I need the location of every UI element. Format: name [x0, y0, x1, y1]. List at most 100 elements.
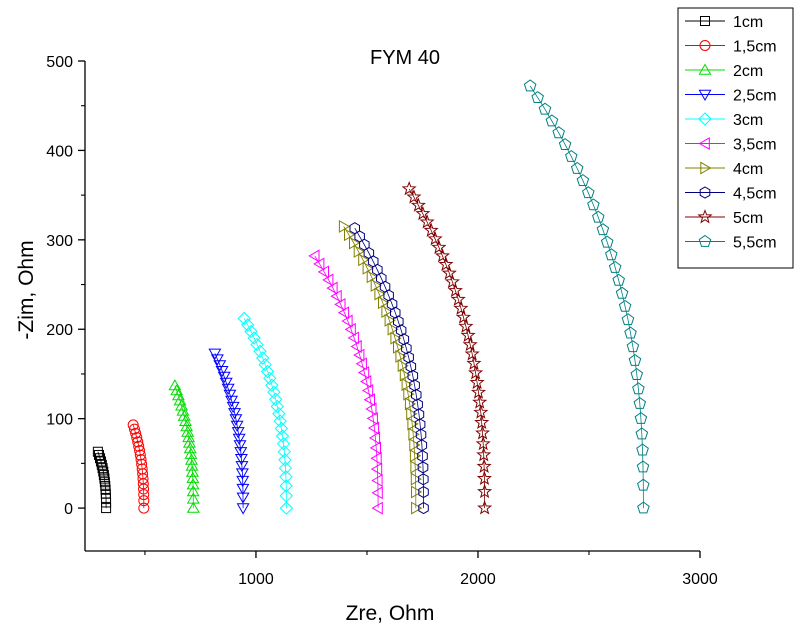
y-tick-label: 0	[64, 501, 73, 518]
data-point	[447, 282, 463, 298]
data-point	[330, 289, 342, 303]
data-point	[185, 465, 199, 477]
data-point	[278, 461, 293, 475]
data-point	[371, 486, 383, 500]
data-point	[182, 430, 196, 443]
data-point	[349, 236, 361, 250]
data-point	[423, 222, 439, 237]
data-point	[453, 300, 469, 315]
data-point	[255, 351, 270, 365]
data-point	[538, 102, 552, 115]
data-point	[240, 318, 255, 332]
data-point	[411, 501, 423, 515]
series-3,5cm	[308, 249, 383, 515]
data-point	[390, 331, 402, 345]
data-point	[236, 483, 250, 496]
data-point	[403, 351, 414, 364]
data-point	[417, 450, 428, 463]
x-tick-label: 2000	[460, 571, 496, 588]
data-point	[441, 265, 457, 280]
data-point	[186, 492, 200, 504]
data-point	[475, 425, 491, 440]
y-tick-label: 400	[46, 143, 73, 160]
data-point	[184, 447, 198, 459]
data-point	[632, 382, 645, 395]
data-point	[404, 397, 417, 411]
data-point	[232, 433, 246, 445]
data-point	[383, 289, 394, 302]
data-point	[417, 461, 429, 474]
data-point	[410, 197, 426, 212]
data-point	[334, 297, 346, 311]
data-point	[96, 459, 107, 470]
x-tick-label: 1000	[238, 571, 274, 588]
data-point	[234, 447, 248, 459]
data-point	[470, 384, 487, 399]
data-point	[398, 333, 410, 346]
data-point	[369, 441, 381, 455]
series-line	[343, 226, 417, 509]
data-point	[409, 449, 422, 463]
data-point	[700, 161, 712, 175]
series-5cm	[401, 181, 493, 515]
data-point	[450, 291, 466, 306]
legend-label: 2,5cm	[733, 88, 777, 105]
data-point	[344, 228, 356, 242]
data-point	[368, 431, 381, 445]
legend-label: 4,5cm	[733, 186, 777, 203]
data-point	[138, 495, 150, 507]
y-tick-label: 200	[46, 322, 73, 339]
legend-label: 2cm	[733, 63, 763, 80]
data-point	[341, 314, 353, 328]
data-point	[401, 181, 417, 196]
y-ticks: 0 100 200 300 400 500	[46, 54, 85, 518]
data-point	[407, 369, 419, 382]
series-4,5cm	[349, 222, 429, 515]
data-point	[412, 398, 423, 411]
data-point	[344, 322, 356, 336]
data-point	[399, 368, 411, 382]
data-point	[98, 466, 109, 477]
data-point	[386, 297, 398, 311]
data-point	[349, 222, 360, 235]
data-point	[236, 503, 250, 515]
data-point	[455, 309, 472, 324]
legend-item: 2cm	[685, 63, 763, 80]
series-line	[174, 385, 194, 509]
series-layer	[92, 79, 650, 515]
data-point	[263, 371, 277, 386]
data-point	[414, 418, 426, 431]
series-1cm	[92, 446, 112, 514]
data-point	[186, 501, 200, 513]
data-point	[477, 483, 493, 499]
data-point	[250, 337, 264, 352]
data-point	[390, 306, 401, 319]
data-point	[637, 501, 650, 514]
y-axis-title: -Zim, Ohm	[15, 240, 38, 339]
data-point	[410, 460, 422, 474]
x-ticks: 1000 2000 3000	[144, 551, 718, 588]
legend-item: 3cm	[685, 112, 763, 129]
data-point	[592, 210, 605, 223]
data-point	[366, 270, 379, 284]
data-point	[552, 126, 565, 139]
data-point	[698, 137, 710, 150]
data-point	[378, 296, 390, 310]
data-point	[397, 359, 409, 373]
data-point	[587, 198, 600, 211]
data-point	[134, 449, 146, 461]
data-point	[636, 443, 649, 456]
data-point	[128, 423, 140, 435]
data-point	[405, 360, 417, 373]
data-point	[699, 40, 711, 51]
data-point	[605, 248, 618, 261]
data-point	[358, 253, 370, 267]
data-point	[371, 501, 383, 515]
data-point	[384, 313, 396, 327]
data-point	[413, 408, 425, 421]
data-point	[636, 460, 650, 473]
data-point	[431, 239, 447, 254]
data-point	[235, 468, 249, 480]
data-point	[367, 421, 380, 435]
data-point	[186, 478, 200, 490]
